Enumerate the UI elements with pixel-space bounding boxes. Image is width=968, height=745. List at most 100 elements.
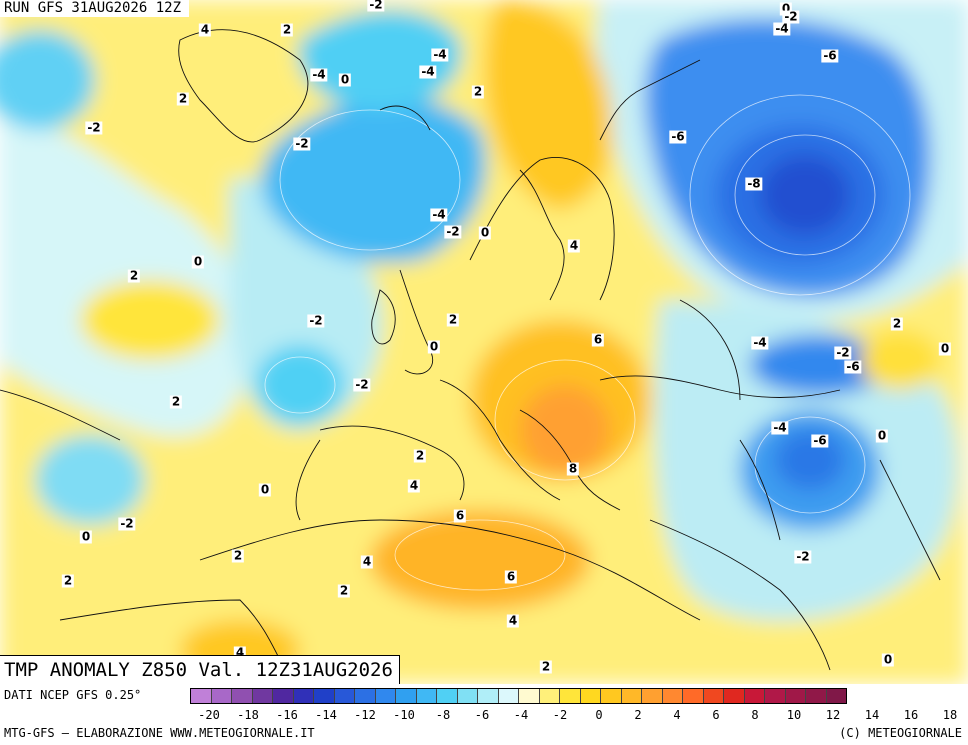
contour-label: -2 bbox=[367, 0, 385, 12]
contour-label: -6 bbox=[811, 433, 829, 448]
contour-label: 6 bbox=[504, 569, 518, 584]
contour-label: 4 bbox=[360, 554, 374, 569]
legend-panel: DATI NCEP GFS 0.25° -20 -18 -16 -14 -12 -10 -8… bbox=[0, 684, 968, 745]
contour-label: 2 bbox=[413, 448, 427, 463]
legend-swatch bbox=[293, 689, 314, 703]
contour-label: 0 bbox=[191, 254, 205, 269]
legend-swatch bbox=[396, 689, 417, 703]
legend-swatch bbox=[785, 689, 806, 703]
contour-label: 2 bbox=[61, 573, 75, 588]
legend-tick-label: -12 bbox=[354, 708, 376, 722]
data-source-label: DATI NCEP GFS 0.25° bbox=[4, 688, 142, 702]
legend-tick-label: -8 bbox=[435, 708, 451, 722]
contour-label: 2 bbox=[337, 583, 351, 598]
contour-label: 4 bbox=[407, 478, 421, 493]
contour-label: 0 bbox=[338, 72, 352, 87]
legend-swatch bbox=[375, 689, 396, 703]
legend-tick-label: 2 bbox=[634, 708, 642, 722]
legend-tick-label: -10 bbox=[393, 708, 415, 722]
legend-tick-label: 0 bbox=[595, 708, 603, 722]
contour-label: 0 bbox=[258, 482, 272, 497]
legend-tick-label: 12 bbox=[825, 708, 841, 722]
legend-tick-label: -18 bbox=[237, 708, 259, 722]
legend-swatch bbox=[437, 689, 458, 703]
contour-label: -4 bbox=[751, 335, 769, 350]
contour-label: -4 bbox=[310, 67, 328, 82]
contour-label: -2 bbox=[85, 120, 103, 135]
legend-tick-label: 14 bbox=[864, 708, 880, 722]
legend-swatch bbox=[560, 689, 581, 703]
contour-label: 2 bbox=[176, 91, 190, 106]
contour-label: 6 bbox=[591, 332, 605, 347]
contour-label: -2 bbox=[353, 377, 371, 392]
legend-swatch bbox=[355, 689, 376, 703]
legend-swatch bbox=[580, 689, 601, 703]
credit-right: (C) METEOGIORNALE bbox=[839, 726, 962, 740]
legend-tick-label: 6 bbox=[712, 708, 720, 722]
legend-swatch bbox=[642, 689, 663, 703]
contour-label: 0 bbox=[875, 428, 889, 443]
contour-label: 4 bbox=[506, 613, 520, 628]
contour-label: 4 bbox=[567, 238, 581, 253]
legend-swatch bbox=[683, 689, 704, 703]
contour-label: 2 bbox=[446, 312, 460, 327]
legend-tick-label: -20 bbox=[198, 708, 220, 722]
legend-tick-label: -16 bbox=[276, 708, 298, 722]
legend-tick-label: 4 bbox=[673, 708, 681, 722]
contour-label: -2 bbox=[794, 549, 812, 564]
legend-swatch bbox=[273, 689, 294, 703]
legend-tick-label: 16 bbox=[903, 708, 919, 722]
credit-left: MTG-GFS — ELABORAZIONE WWW.METEOGIORNALE… bbox=[4, 726, 315, 740]
contour-label: 8 bbox=[566, 461, 580, 476]
legend-swatch bbox=[457, 689, 478, 703]
contour-label: 2 bbox=[539, 659, 553, 674]
legend-swatch bbox=[191, 689, 212, 703]
contour-label: 6 bbox=[453, 508, 467, 523]
legend-swatch bbox=[211, 689, 232, 703]
contour-label: 0 bbox=[427, 339, 441, 354]
legend-swatch bbox=[232, 689, 253, 703]
legend-swatch bbox=[765, 689, 786, 703]
legend-swatch bbox=[662, 689, 683, 703]
legend-swatch bbox=[416, 689, 437, 703]
legend-tick-label: -14 bbox=[315, 708, 337, 722]
contour-label: -2 bbox=[293, 136, 311, 151]
contour-label: 0 bbox=[881, 652, 895, 667]
legend-swatch bbox=[498, 689, 519, 703]
contour-label: -2 bbox=[782, 9, 800, 24]
contour-label: 2 bbox=[231, 548, 245, 563]
legend-swatch bbox=[519, 689, 540, 703]
contour-label: -4 bbox=[430, 207, 448, 222]
contour-label: -2 bbox=[834, 345, 852, 360]
legend-swatch bbox=[334, 689, 355, 703]
contour-label: -6 bbox=[669, 129, 687, 144]
legend-swatch bbox=[826, 689, 846, 703]
color-scale-bar bbox=[190, 688, 847, 704]
legend-swatch bbox=[539, 689, 560, 703]
contour-label: 2 bbox=[280, 22, 294, 37]
contour-label: -8 bbox=[745, 176, 763, 191]
contour-label: -4 bbox=[771, 420, 789, 435]
legend-tick-label: 8 bbox=[751, 708, 759, 722]
contour-label: 4 bbox=[198, 22, 212, 37]
contour-label: 2 bbox=[169, 394, 183, 409]
contour-label: -2 bbox=[307, 313, 325, 328]
contour-label: 0 bbox=[938, 341, 952, 356]
legend-tick-label: -4 bbox=[513, 708, 529, 722]
contour-label: -4 bbox=[431, 47, 449, 62]
contour-label: -2 bbox=[118, 516, 136, 531]
contour-label: 0 bbox=[478, 225, 492, 240]
contour-label: -6 bbox=[844, 359, 862, 374]
contour-label: -4 bbox=[419, 64, 437, 79]
run-label: RUN GFS 31AUG2026 12Z bbox=[0, 0, 190, 17]
legend-swatch bbox=[621, 689, 642, 703]
legend-tick-label: -2 bbox=[552, 708, 568, 722]
color-scale-ticks: -20 -18 -16 -14 -12 -10 -8 -6 -4 -2 0 2 4 6 8 10 12 14 16 1… bbox=[190, 708, 968, 724]
legend-swatch bbox=[601, 689, 622, 703]
contour-label: 2 bbox=[471, 84, 485, 99]
contour-label: 0 bbox=[79, 529, 93, 544]
legend-swatch bbox=[703, 689, 724, 703]
legend-swatch bbox=[314, 689, 335, 703]
legend-swatch bbox=[806, 689, 827, 703]
